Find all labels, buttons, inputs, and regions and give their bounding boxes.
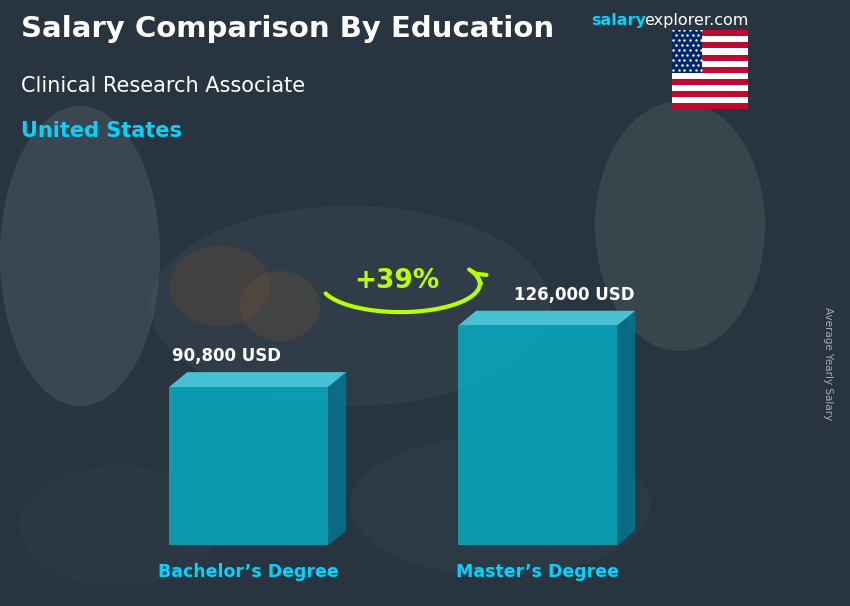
Text: +39%: +39%: [354, 268, 439, 294]
Ellipse shape: [350, 436, 650, 576]
Text: Average Yearly Salary: Average Yearly Salary: [823, 307, 833, 420]
Text: Master’s Degree: Master’s Degree: [456, 563, 619, 581]
Bar: [672, 73, 748, 79]
Text: salary: salary: [591, 13, 646, 28]
Bar: [672, 97, 748, 103]
Polygon shape: [458, 311, 635, 325]
Text: Bachelor’s Degree: Bachelor’s Degree: [158, 563, 339, 581]
Bar: [672, 61, 748, 67]
Bar: [672, 48, 748, 55]
Text: Clinical Research Associate: Clinical Research Associate: [21, 76, 305, 96]
Bar: [672, 30, 702, 73]
Bar: [672, 91, 748, 97]
Text: explorer.com: explorer.com: [644, 13, 749, 28]
Bar: [672, 67, 748, 73]
Polygon shape: [169, 372, 346, 387]
Bar: [672, 85, 748, 91]
Polygon shape: [458, 325, 617, 545]
Polygon shape: [328, 372, 346, 545]
Bar: [672, 79, 748, 85]
Ellipse shape: [595, 101, 765, 351]
Text: 90,800 USD: 90,800 USD: [173, 347, 281, 365]
Text: United States: United States: [21, 121, 182, 141]
Bar: [672, 36, 748, 42]
Bar: [672, 55, 748, 61]
Ellipse shape: [240, 271, 320, 341]
Text: Salary Comparison By Education: Salary Comparison By Education: [21, 15, 554, 43]
Bar: [672, 103, 748, 109]
Polygon shape: [169, 387, 328, 545]
Ellipse shape: [20, 466, 220, 586]
Ellipse shape: [170, 246, 270, 326]
Polygon shape: [617, 311, 635, 545]
Ellipse shape: [150, 206, 550, 406]
Bar: [672, 30, 748, 36]
Text: 126,000 USD: 126,000 USD: [513, 286, 634, 304]
Ellipse shape: [0, 106, 160, 406]
Bar: [672, 42, 748, 48]
